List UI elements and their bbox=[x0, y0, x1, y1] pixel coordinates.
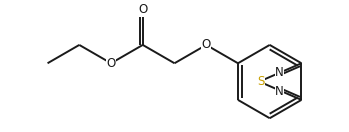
Text: S: S bbox=[257, 75, 264, 88]
Text: N: N bbox=[275, 84, 284, 98]
Text: N: N bbox=[275, 66, 284, 79]
Text: O: O bbox=[106, 57, 116, 70]
Text: O: O bbox=[202, 38, 211, 51]
Text: O: O bbox=[138, 3, 147, 16]
